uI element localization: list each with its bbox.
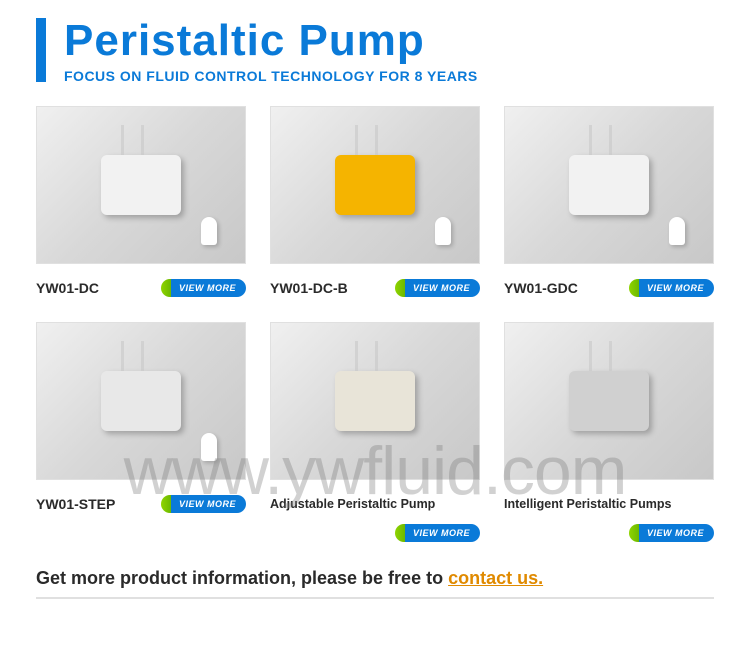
card-footer: YW01-DC-B VIEW MORE (270, 276, 480, 300)
page-subtitle: FOCUS ON FLUID CONTROL TECHNOLOGY FOR 8 … (64, 68, 478, 84)
product-card: Adjustable Peristaltic Pump VIEW MORE (270, 322, 480, 542)
view-more-button[interactable]: VIEW MORE (629, 524, 714, 542)
page-title: Peristaltic Pump (64, 18, 478, 64)
page-header: Peristaltic Pump FOCUS ON FLUID CONTROL … (0, 0, 750, 84)
card-footer: Intelligent Peristaltic Pumps (504, 492, 714, 516)
cta-section: Get more product information, please be … (0, 542, 750, 589)
product-model: Adjustable Peristaltic Pump (270, 497, 435, 511)
product-grid: YW01-DCVIEW MOREYW01-DC-BVIEW MOREYW01-G… (0, 84, 750, 542)
product-card: YW01-DC VIEW MORE (36, 106, 246, 300)
product-image[interactable] (36, 106, 246, 264)
product-model: YW01-DC (36, 280, 99, 296)
product-model: YW01-STEP (36, 496, 115, 512)
product-model: Intelligent Peristaltic Pumps (504, 497, 671, 511)
product-card: Intelligent Peristaltic Pumps VIEW MORE (504, 322, 714, 542)
cta-text: Get more product information, please be … (36, 568, 448, 588)
view-more-button[interactable]: VIEW MORE (395, 279, 480, 297)
product-image[interactable] (270, 322, 480, 480)
card-footer: YW01-DC VIEW MORE (36, 276, 246, 300)
product-model: YW01-GDC (504, 280, 578, 296)
card-footer: Adjustable Peristaltic Pump (270, 492, 480, 516)
view-more-button[interactable]: VIEW MORE (395, 524, 480, 542)
card-footer: YW01-GDC VIEW MORE (504, 276, 714, 300)
product-image[interactable] (504, 106, 714, 264)
contact-us-link[interactable]: contact us. (448, 568, 543, 588)
title-block: Peristaltic Pump FOCUS ON FLUID CONTROL … (64, 18, 478, 84)
accent-bar (36, 18, 46, 82)
product-card: YW01-STEP VIEW MORE (36, 322, 246, 542)
product-card: YW01-DC-B VIEW MORE (270, 106, 480, 300)
card-footer: YW01-STEP VIEW MORE (36, 492, 246, 516)
product-image[interactable] (504, 322, 714, 480)
product-image[interactable] (270, 106, 480, 264)
product-card: YW01-GDC VIEW MORE (504, 106, 714, 300)
product-image[interactable] (36, 322, 246, 480)
view-more-button[interactable]: VIEW MORE (161, 495, 246, 513)
product-model: YW01-DC-B (270, 280, 348, 296)
view-more-button[interactable]: VIEW MORE (629, 279, 714, 297)
divider (36, 597, 714, 599)
view-more-button[interactable]: VIEW MORE (161, 279, 246, 297)
